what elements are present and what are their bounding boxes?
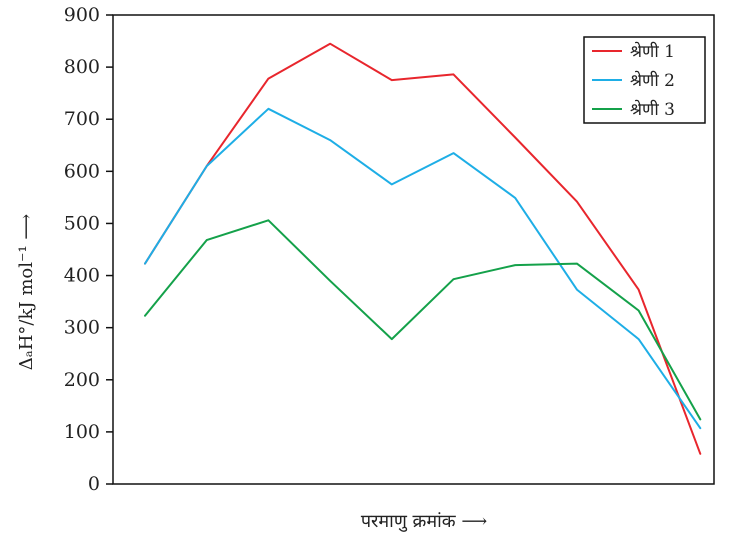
y-tick-label: 300 [64,317,100,339]
legend-label-1: श्रेणी 1 [630,41,675,62]
y-tick-label: 900 [64,4,100,26]
series-lines [144,42,702,455]
y-axis-title: ΔₐH°/kJ mol⁻¹ ⟶ [16,214,37,371]
y-tick-label: 0 [88,473,100,495]
legend-label-2: श्रेणी 2 [630,70,675,91]
plot-frame [112,14,715,485]
y-tick-label: 600 [64,160,100,182]
series-line-2 [144,107,702,430]
legend-label-3: श्रेणी 3 [630,99,675,120]
y-tick-label: 700 [64,108,100,130]
legend: श्रेणी 1 श्रेणी 2 श्रेणी 3 [583,36,706,124]
y-tick-label: 400 [64,265,100,287]
y-tick-label: 800 [64,56,100,78]
series-line-3 [144,219,702,421]
y-tick-label: 200 [64,369,100,391]
y-tick-label: 100 [64,421,100,443]
series-line-1 [144,42,702,455]
x-axis-title: परमाणु क्रमांक ⟶ [361,511,488,532]
axes [112,14,715,485]
y-ticks: 0 100 200 300 400 500 600 700 800 900 [64,4,113,495]
y-tick-label: 500 [64,212,100,234]
